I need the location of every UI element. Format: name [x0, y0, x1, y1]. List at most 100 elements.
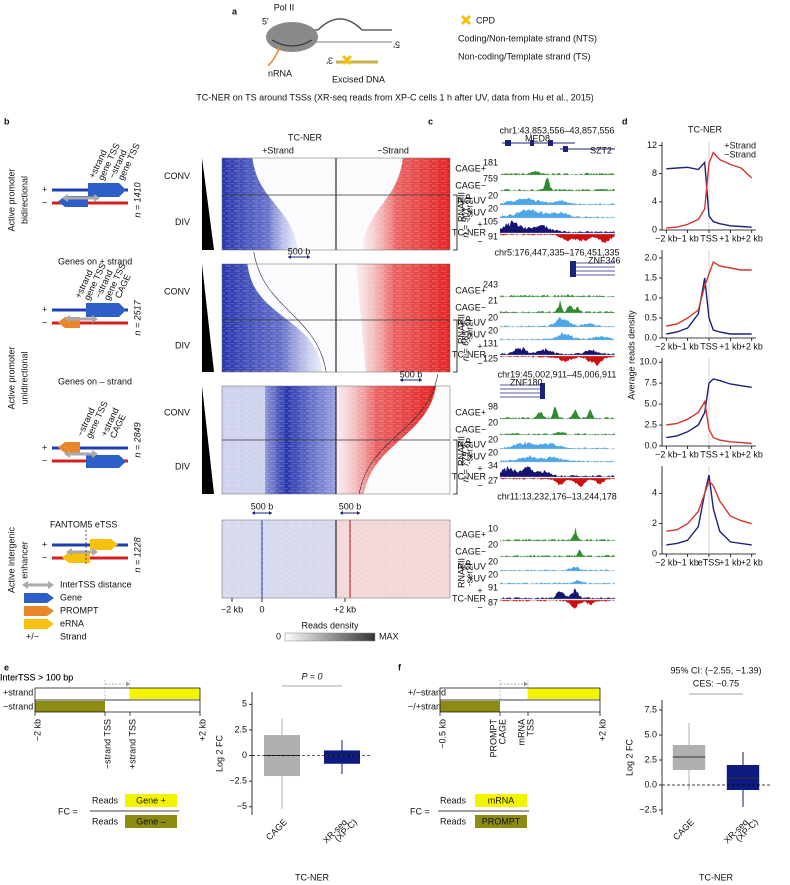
- cpd-marker: [341, 54, 353, 66]
- label: −strand: [3, 701, 33, 711]
- label: −: [477, 480, 482, 490]
- panel-label: a: [232, 6, 238, 16]
- exon: [540, 395, 545, 399]
- exon: [530, 140, 534, 146]
- signal-track: [500, 234, 615, 244]
- label: 20: [488, 417, 498, 427]
- x-tick-label: +1 kb: [719, 449, 741, 459]
- x-tick-label: −2 kb: [655, 233, 677, 243]
- label: DIV: [175, 461, 190, 471]
- label: ZNF180: [510, 377, 543, 387]
- label: −: [477, 602, 482, 612]
- signal-track: [500, 332, 615, 340]
- label: −: [42, 455, 47, 465]
- label: TC-NER: [452, 349, 486, 359]
- y-tick-label: 2.0: [644, 252, 657, 262]
- label: +strand: [3, 687, 33, 697]
- y-tick-label: 0.0: [644, 440, 657, 450]
- signal-track: [500, 209, 615, 218]
- panel-label: d: [622, 116, 628, 126]
- label: RNAPII: [456, 558, 466, 588]
- label: PROMPT: [482, 816, 521, 826]
- sort-wedge: [202, 386, 214, 494]
- signal-track: [500, 407, 615, 419]
- label: 20: [488, 203, 498, 213]
- label: 91: [488, 582, 498, 592]
- panel-label: b: [4, 116, 10, 126]
- scheme-label: −strand TSS: [102, 719, 112, 769]
- label: Average reads density: [626, 310, 636, 400]
- x-tick-label: TSS: [700, 233, 718, 243]
- signal-track: [500, 588, 615, 599]
- label: CONV: [164, 286, 190, 296]
- label: mRNA: [488, 795, 515, 805]
- scheme-label: −0.5 kb: [437, 719, 447, 749]
- label: TC-NER on TS around TSSs (XR-seq reads f…: [196, 92, 594, 102]
- label: RNAPII: [456, 314, 466, 344]
- label: n = 901: [460, 207, 470, 237]
- label: CAGE+: [455, 285, 486, 295]
- label: CONV: [164, 407, 190, 417]
- label: CONV: [164, 171, 190, 181]
- cpd-legend-marker: [460, 14, 472, 26]
- y-tick-label: 0: [652, 224, 657, 234]
- prompt: [58, 442, 80, 453]
- label: n = 1228: [132, 537, 142, 572]
- dna-in-pol: [271, 39, 313, 47]
- scheme-label: TSS: [525, 719, 535, 737]
- label: +: [477, 585, 482, 595]
- x-tick-label: +1 kb: [719, 557, 741, 567]
- label: NO UV: [457, 317, 486, 327]
- label: Coding/Non-template strand (NTS): [458, 33, 597, 43]
- arrowhead: [524, 681, 528, 687]
- bracket: [453, 194, 458, 251]
- label: TC-NER: [699, 872, 733, 882]
- data-line: [666, 399, 752, 445]
- x-tick-label: −1 kb: [676, 341, 698, 351]
- label: 98: [488, 401, 498, 411]
- label: Log 2 FC: [214, 734, 224, 772]
- label: CAGE+: [455, 163, 486, 173]
- nrna-strand: [267, 45, 281, 67]
- x-tick-label: CAGE: [264, 817, 289, 842]
- fc-box: [475, 794, 527, 807]
- scheme-label: mRNA: [516, 719, 526, 746]
- label: 3′: [326, 56, 333, 66]
- label: 0: [276, 631, 281, 641]
- label: 20: [488, 447, 498, 457]
- legend-label: eRNA: [60, 618, 84, 628]
- gene: [88, 183, 126, 197]
- label: InterTSS > 100 bp: [0, 672, 73, 682]
- panel-label: e: [4, 662, 9, 672]
- legend-erna: [24, 619, 54, 629]
- x-tick-label: +2 kb: [741, 233, 763, 243]
- x-tick-label: +1 kb: [719, 233, 741, 243]
- y-tick-label: 0: [652, 548, 657, 558]
- label: +UV: [468, 329, 486, 339]
- signal-track: [500, 294, 615, 297]
- label: 20: [488, 312, 498, 322]
- legend-label: Gene: [60, 592, 82, 602]
- y-tick-label: 5.0: [644, 729, 657, 739]
- label: +UV: [468, 573, 486, 583]
- signal-track: [500, 177, 615, 191]
- label: 500 b: [288, 246, 311, 256]
- data-line: [666, 151, 753, 229]
- label: CPD: [476, 15, 496, 25]
- signal-track: [500, 356, 615, 367]
- bar-minus: [440, 701, 500, 712]
- label: 5′: [262, 16, 269, 26]
- y-tick-label: 0.0: [644, 779, 657, 789]
- sort-wedge: [202, 158, 214, 250]
- label: +: [477, 341, 482, 351]
- label: Reads: [92, 795, 119, 805]
- label: 181: [483, 157, 498, 167]
- gene: [86, 455, 126, 468]
- label: n = 2849: [132, 422, 142, 457]
- label: 20: [488, 556, 498, 566]
- label: Active promoter: [6, 346, 16, 409]
- x-tick-label: +2 kb: [741, 449, 763, 459]
- exon: [570, 261, 576, 265]
- label: 95% CI: (−2.55, −1.39): [670, 665, 761, 675]
- panel-label: f: [398, 662, 402, 672]
